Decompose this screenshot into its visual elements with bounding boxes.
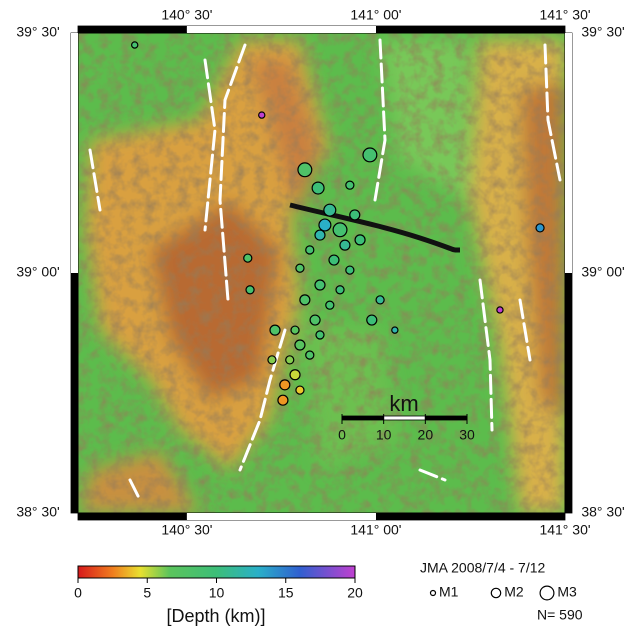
colorbar-tick-label: 15 [278, 585, 294, 601]
epicenter [326, 301, 334, 309]
colorbar-ramp [78, 566, 355, 578]
epicenter [278, 395, 288, 405]
border-segment [376, 26, 565, 33]
epicenter [346, 266, 354, 274]
lon-label: 141° 30' [539, 522, 590, 538]
colorbar-tick-label: 10 [209, 585, 225, 601]
epicenter [324, 204, 336, 216]
lon-label: 141° 00' [350, 522, 401, 538]
epicenter [291, 326, 299, 334]
epicenter [333, 223, 347, 237]
epicenter [310, 315, 320, 325]
lat-label: 39° 00' [581, 264, 624, 280]
epicenter [296, 386, 304, 394]
scale-label: 30 [459, 427, 475, 443]
lon-label: 141° 30' [539, 7, 590, 23]
legend-symbol [431, 591, 436, 596]
legend-symbol [540, 586, 554, 600]
lon-label: 140° 30' [161, 522, 212, 538]
epicenter [268, 356, 276, 364]
epicenter [536, 224, 544, 232]
border-segment [71, 273, 78, 513]
scale-segment [342, 416, 384, 420]
epicenter [350, 210, 360, 220]
lon-label: 140° 30' [161, 7, 212, 23]
border-segment [78, 26, 187, 33]
lat-label: 39° 00' [16, 264, 59, 280]
legend-source: JMA 2008/7/4 - 7/12 [420, 560, 546, 576]
scale-segment [384, 416, 426, 420]
lat-label: 38° 30' [581, 504, 624, 520]
epicenter [298, 163, 312, 177]
colorbar-tick-label: 5 [143, 585, 151, 601]
lon-label: 141° 00' [350, 7, 401, 23]
border-segment [187, 513, 376, 520]
legend: JMA 2008/7/4 - 7/12 N= 590 M1 M2 M3 [420, 560, 583, 623]
epicenter [300, 295, 310, 305]
epicenter [246, 286, 254, 294]
legend-label: M3 [557, 584, 577, 600]
epicenter [497, 307, 503, 313]
epicenter [336, 286, 344, 294]
epicenter [295, 340, 305, 350]
scale-label: 10 [376, 427, 392, 443]
border-segment [187, 26, 376, 33]
epicenter [132, 42, 138, 48]
epicenter [376, 296, 384, 304]
epicenter [315, 280, 325, 290]
epicenter [286, 356, 294, 364]
border-segment [78, 513, 187, 520]
epicenter [259, 112, 265, 118]
epicenter [363, 148, 377, 162]
epicenter [296, 264, 304, 272]
lat-label: 39° 30' [581, 24, 624, 40]
terrain [78, 33, 565, 513]
map-figure: 140° 30' 140° 30' 141° 00' 141° 00' 141° 30'… [0, 0, 639, 633]
scale-segment [425, 416, 467, 420]
epicenter [346, 181, 354, 189]
epicenter [306, 246, 314, 254]
scale-unit: km [389, 391, 418, 416]
lat-label: 38° 30' [16, 504, 59, 520]
border-segment [565, 273, 572, 513]
lat-label: 39° 30' [16, 24, 59, 40]
epicenter [290, 370, 300, 380]
epicenter [319, 219, 331, 231]
epicenter [312, 182, 324, 194]
border-segment [376, 513, 565, 520]
epicenter [367, 315, 377, 325]
epicenter [306, 351, 314, 359]
epicenter [392, 327, 398, 333]
scale-label: 0 [338, 427, 346, 443]
epicenter [270, 325, 280, 335]
border-segment [565, 33, 572, 273]
legend-label: M2 [504, 584, 524, 600]
legend-symbol [491, 588, 500, 597]
legend-label: M1 [439, 584, 459, 600]
colorbar-tick-label: 20 [347, 585, 363, 601]
colorbar-tick-label: 0 [74, 585, 82, 601]
epicenter [340, 240, 350, 250]
epicenter [316, 331, 324, 339]
epicenter [280, 380, 290, 390]
epicenter [355, 235, 365, 245]
border-segment [71, 33, 78, 273]
colorbar-label: [Depth (km)] [166, 606, 265, 626]
epicenter [244, 254, 252, 262]
colorbar: [Depth (km)] 0 5 10 15 20 [74, 566, 363, 626]
scale-label: 20 [418, 427, 434, 443]
legend-count: N= 590 [537, 607, 583, 623]
epicenter [315, 230, 325, 240]
epicenter [329, 255, 339, 265]
